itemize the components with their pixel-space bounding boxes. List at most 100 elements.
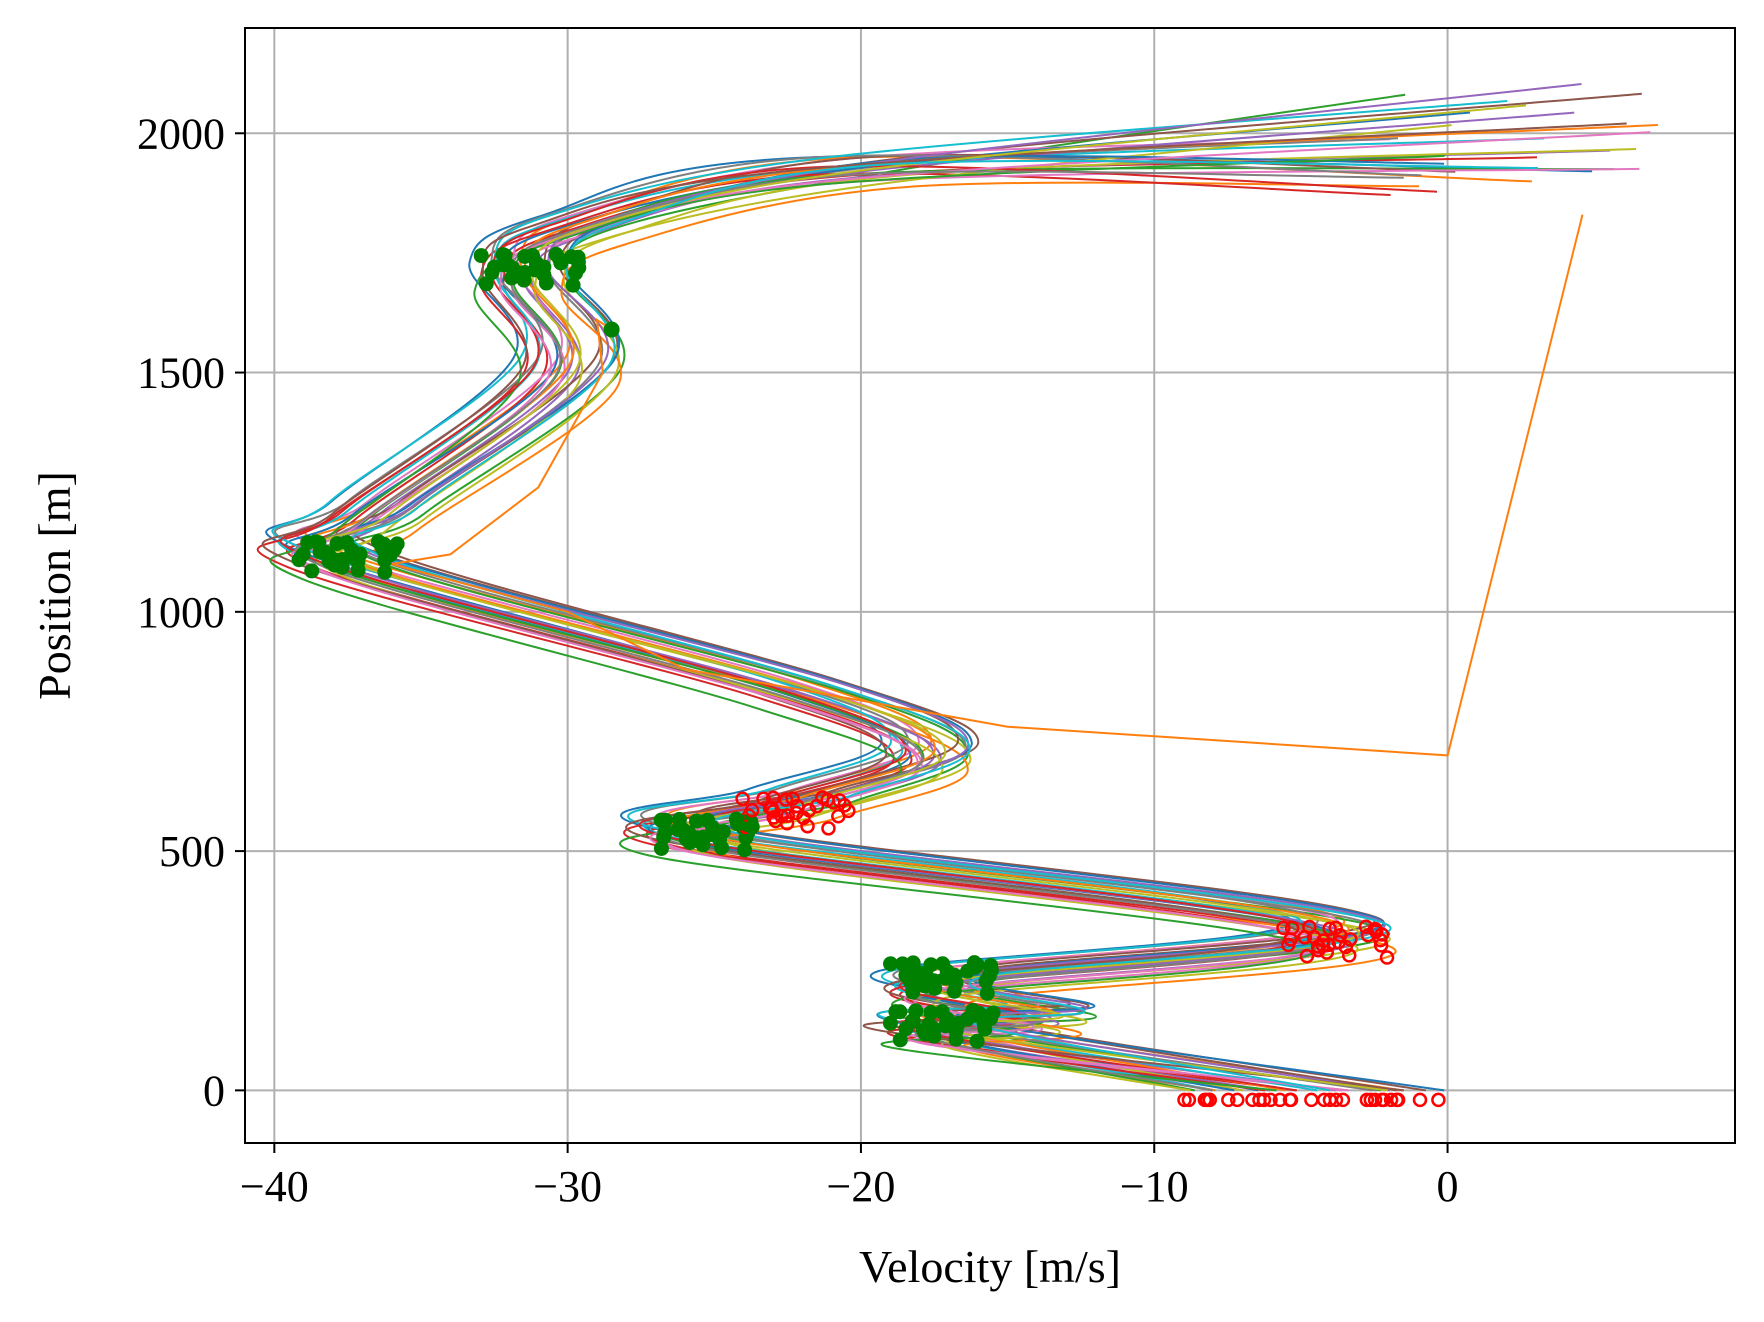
green-marker: [730, 816, 746, 832]
green-marker: [892, 1032, 908, 1048]
green-marker: [317, 544, 333, 560]
red-marker: [1304, 1092, 1319, 1108]
outlier-trajectory-line: [391, 214, 1584, 757]
green-marker: [948, 1031, 964, 1047]
red-marker: [1412, 1092, 1428, 1108]
red-marker: [1341, 948, 1357, 963]
green-marker: [967, 959, 983, 975]
green-marker: [979, 985, 995, 1001]
green-marker: [689, 830, 705, 846]
red-marker: [1343, 932, 1358, 947]
green-marker: [386, 541, 402, 557]
red-marker: [1322, 921, 1337, 937]
red-marker: [1283, 932, 1298, 947]
green-marker: [913, 965, 929, 981]
y-tick-label: 1000: [137, 588, 225, 637]
green-marker: [951, 1015, 967, 1031]
trajectory-line: [279, 165, 1438, 1092]
red-marker: [1316, 1092, 1332, 1108]
green-marker: [478, 276, 494, 292]
red-marker: [735, 791, 750, 806]
green-marker: [517, 248, 533, 264]
green-marker: [983, 1010, 999, 1026]
green-marker: [969, 1033, 985, 1049]
trajectory-line: [341, 155, 1445, 1092]
trajectory-line: [315, 124, 1452, 1092]
green-marker: [473, 248, 489, 264]
green-marker: [374, 538, 390, 554]
green-marker: [536, 259, 552, 275]
red-marker: [1263, 1092, 1278, 1108]
event-markers: [291, 246, 1446, 1108]
y-tick-label: 2000: [137, 109, 225, 158]
green-marker: [966, 1007, 982, 1023]
green-marker: [983, 962, 999, 978]
green-marker: [295, 546, 311, 562]
red-marker: [1379, 950, 1395, 965]
trajectory-line: [318, 104, 1527, 1092]
red-marker: [801, 802, 817, 818]
trajectory-line: [342, 181, 1420, 1092]
red-marker: [1299, 948, 1315, 964]
green-marker: [329, 536, 345, 552]
x-axis-ticks: −40 −30 −20 −10 0: [240, 1143, 1459, 1211]
green-marker: [714, 840, 730, 856]
green-marker: [737, 842, 753, 858]
green-marker: [552, 251, 568, 267]
green-marker: [946, 983, 962, 999]
green-marker: [377, 564, 393, 580]
red-marker: [1319, 945, 1334, 960]
green-marker: [515, 265, 531, 281]
green-marker: [329, 552, 345, 568]
red-marker: [1359, 1092, 1375, 1108]
green-marker: [892, 1004, 908, 1020]
green-marker: [657, 824, 673, 840]
plot-frame: [244, 27, 1736, 1144]
red-marker: [1390, 1092, 1406, 1108]
green-marker: [350, 562, 366, 578]
red-marker: [1230, 1092, 1245, 1108]
red-marker: [1199, 1092, 1215, 1108]
red-marker: [1367, 1092, 1383, 1108]
trajectory-line: [277, 137, 1545, 1092]
y-tick-label: 0: [203, 1066, 225, 1115]
green-marker: [352, 546, 368, 562]
green-marker: [565, 277, 581, 293]
green-marker: [882, 1015, 898, 1031]
red-marker: [780, 808, 795, 823]
red-marker: [1177, 1092, 1192, 1108]
green-marker: [688, 813, 704, 829]
red-marker: [1431, 1092, 1446, 1108]
red-marker: [756, 791, 771, 807]
red-marker: [1315, 938, 1331, 953]
green-marker: [653, 840, 669, 856]
red-marker: [788, 805, 804, 821]
green-marker: [570, 254, 586, 270]
red-marker: [744, 802, 760, 818]
red-marker: [1181, 1092, 1197, 1108]
green-marker: [603, 321, 620, 338]
red-marker: [1383, 1092, 1399, 1108]
red-marker: [1221, 1092, 1236, 1108]
red-marker: [1374, 927, 1390, 942]
green-marker: [905, 984, 921, 1000]
red-marker: [1335, 1092, 1351, 1108]
trajectory-line: [294, 170, 1404, 1092]
red-marker: [1297, 929, 1313, 945]
x-tick-label: −20: [827, 1162, 896, 1211]
red-marker: [831, 808, 846, 824]
red-marker: [1276, 920, 1291, 936]
red-marker: [800, 818, 815, 834]
green-marker: [923, 1021, 939, 1037]
red-marker: [774, 808, 789, 824]
y-tick-label: 1500: [137, 349, 225, 398]
x-axis-label: Velocity [m/s]: [859, 1241, 1121, 1292]
green-marker: [898, 967, 914, 983]
red-marker: [1283, 1092, 1299, 1108]
x-tick-label: −10: [1120, 1162, 1189, 1211]
red-marker: [1374, 1092, 1390, 1108]
red-marker: [762, 800, 778, 816]
green-marker: [538, 275, 554, 291]
green-marker: [670, 822, 686, 838]
